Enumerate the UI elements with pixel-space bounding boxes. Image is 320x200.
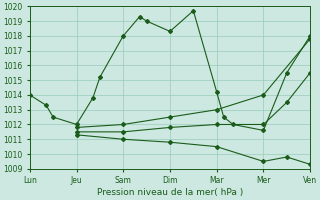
X-axis label: Pression niveau de la mer( hPa ): Pression niveau de la mer( hPa ) [97, 188, 243, 197]
